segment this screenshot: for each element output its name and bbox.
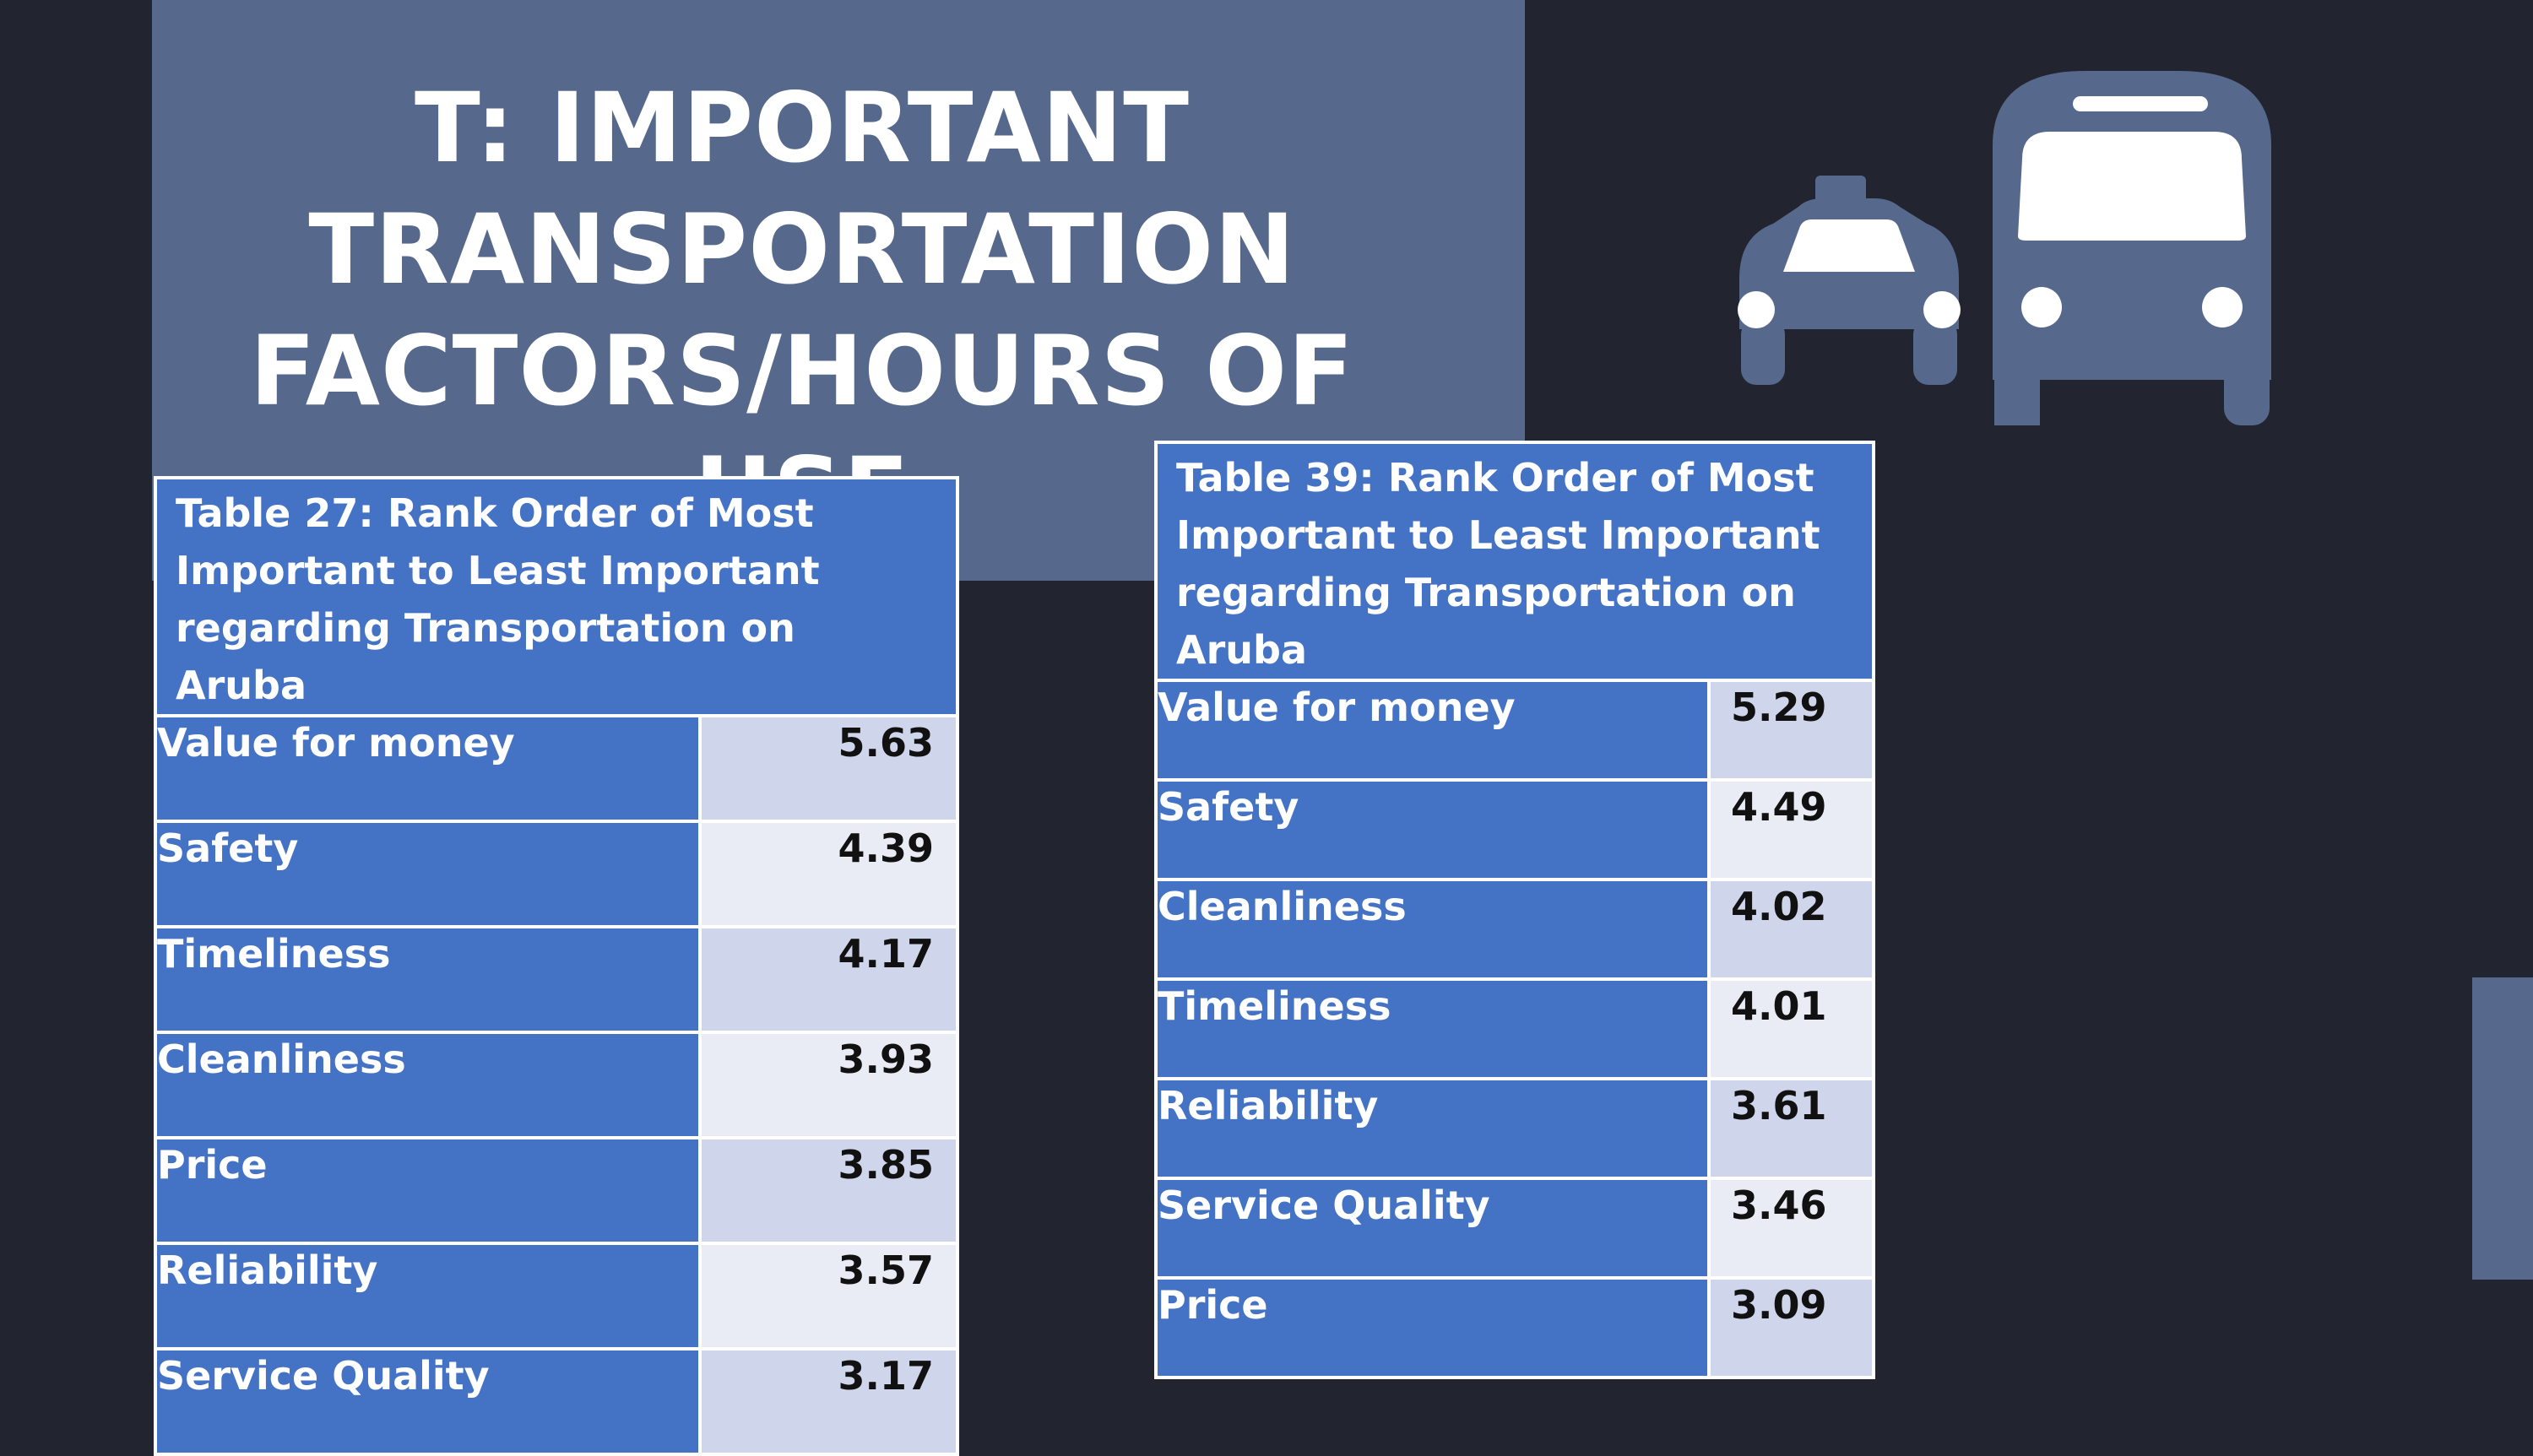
table-row: Timeliness 4.01 xyxy=(1154,977,1875,1080)
row-label: Timeliness xyxy=(1154,977,1711,1080)
table-row: Service Quality 3.17 xyxy=(154,1347,959,1456)
table-39-caption: Table 39: Rank Order of Most Important t… xyxy=(1154,441,1875,682)
row-value: 4.39 xyxy=(698,820,959,928)
table-row: Value for money 5.63 xyxy=(154,714,959,823)
row-value: 5.29 xyxy=(1707,679,1875,782)
row-label: Safety xyxy=(1154,778,1711,881)
row-label: Reliability xyxy=(154,1242,702,1350)
table-row: Timeliness 4.17 xyxy=(154,925,959,1034)
table-row: Price 3.09 xyxy=(1154,1276,1875,1379)
row-label: Service Quality xyxy=(1154,1177,1711,1280)
table-27-caption: Table 27: Rank Order of Most Important t… xyxy=(154,476,959,717)
table-row: Service Quality 3.46 xyxy=(1154,1177,1875,1280)
row-label: Value for money xyxy=(154,714,702,823)
row-label: Price xyxy=(1154,1276,1711,1379)
slide-edge-tab xyxy=(2472,977,2533,1280)
table-row: Cleanliness 4.02 xyxy=(1154,878,1875,981)
row-value: 3.93 xyxy=(698,1031,959,1139)
row-label: Cleanliness xyxy=(154,1031,702,1139)
row-value: 3.17 xyxy=(698,1347,959,1456)
table-row: Safety 4.39 xyxy=(154,820,959,928)
row-label: Safety xyxy=(154,820,702,928)
table-39: Table 39: Rank Order of Most Important t… xyxy=(1154,441,1875,1379)
row-value: 4.01 xyxy=(1707,977,1875,1080)
row-value: 3.09 xyxy=(1707,1276,1875,1379)
bus-icon xyxy=(1993,71,2271,425)
row-value: 3.85 xyxy=(698,1136,959,1245)
row-label: Price xyxy=(154,1136,702,1245)
table-row: Value for money 5.29 xyxy=(1154,679,1875,782)
row-label: Timeliness xyxy=(154,925,702,1034)
row-value: 3.57 xyxy=(698,1242,959,1350)
table-row: Safety 4.49 xyxy=(1154,778,1875,881)
row-label: Value for money xyxy=(1154,679,1711,782)
table-row: Price 3.85 xyxy=(154,1136,959,1245)
table-row: Cleanliness 3.93 xyxy=(154,1031,959,1139)
table-row: Reliability 3.57 xyxy=(154,1242,959,1350)
table-27: Table 27: Rank Order of Most Important t… xyxy=(154,476,959,1456)
row-value: 4.17 xyxy=(698,925,959,1034)
transport-icons xyxy=(1738,71,2271,425)
row-label: Service Quality xyxy=(154,1347,702,1456)
row-value: 3.61 xyxy=(1707,1077,1875,1180)
table-row: Reliability 3.61 xyxy=(1154,1077,1875,1180)
row-label: Cleanliness xyxy=(1154,878,1711,981)
row-value: 3.46 xyxy=(1707,1177,1875,1280)
taxi-icon xyxy=(1738,176,1961,385)
row-label: Reliability xyxy=(1154,1077,1711,1180)
row-value: 4.02 xyxy=(1707,878,1875,981)
row-value: 5.63 xyxy=(698,714,959,823)
row-value: 4.49 xyxy=(1707,778,1875,881)
